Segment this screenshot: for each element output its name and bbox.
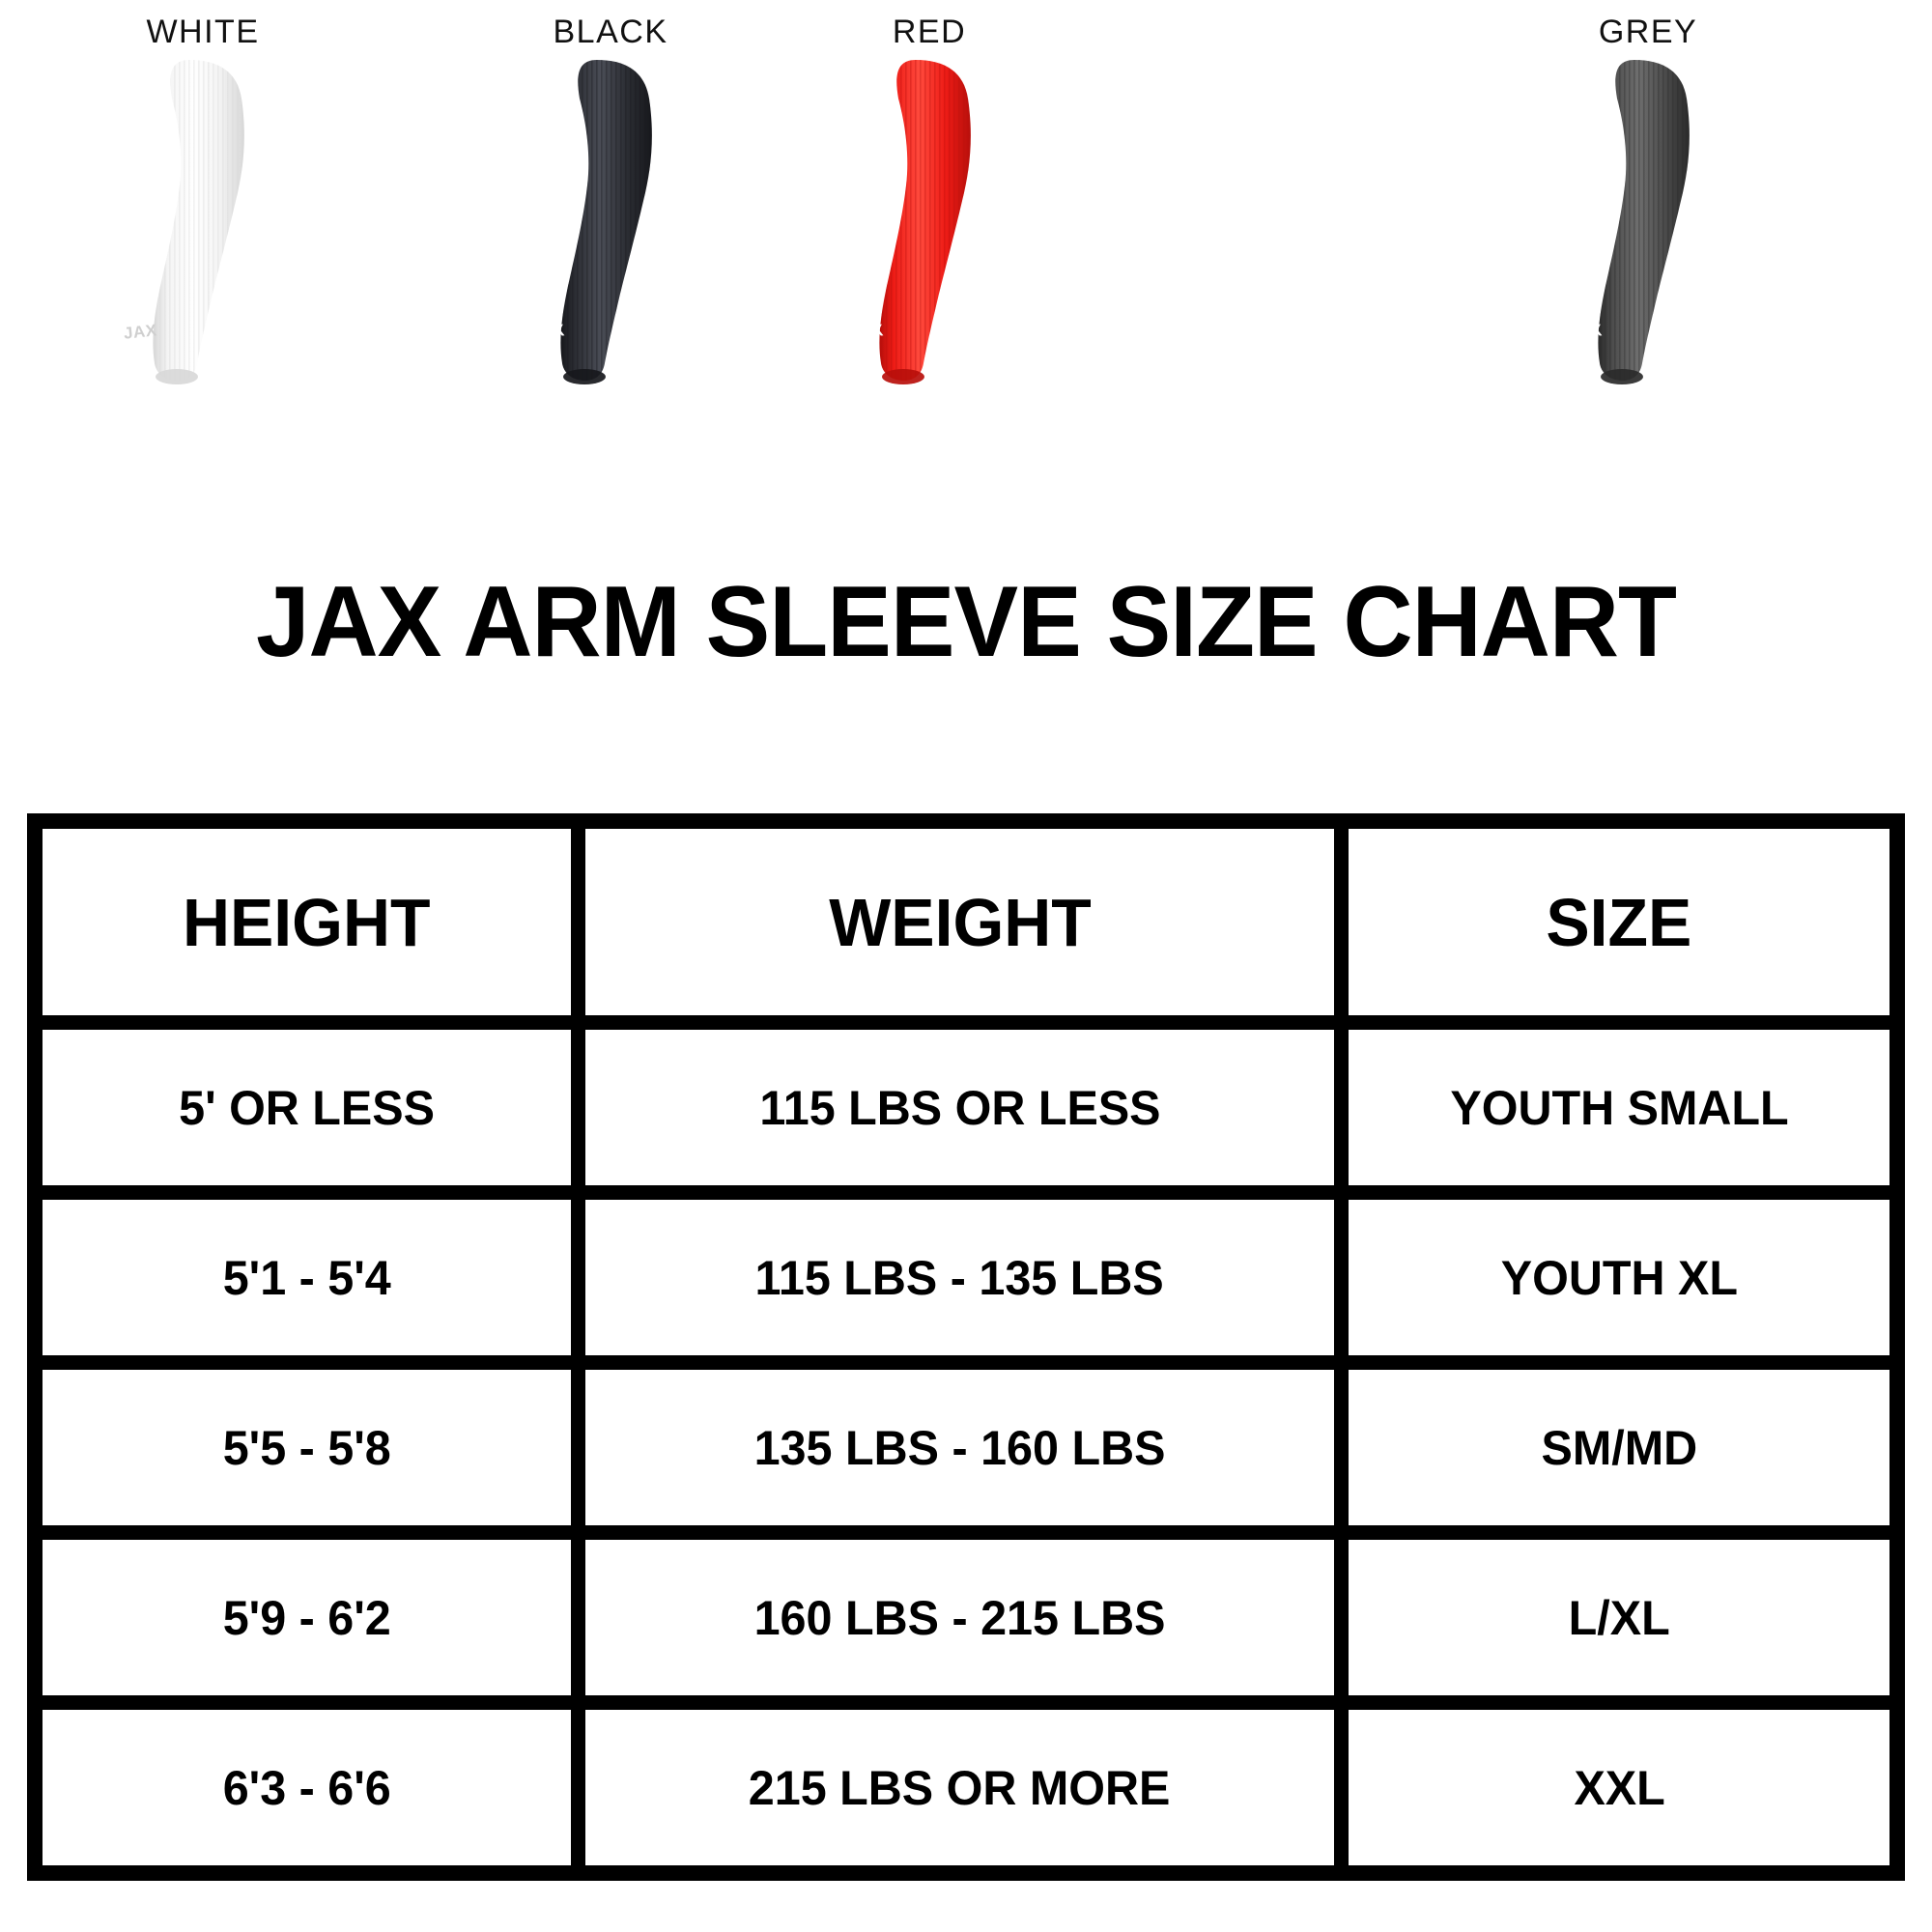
cell-height: 5' OR LESS	[43, 1030, 571, 1185]
cell-height: 6'3 - 6'6	[43, 1710, 571, 1865]
product-color-label: WHITE	[146, 14, 260, 50]
product-color-label: RED	[892, 14, 967, 50]
cell-weight: 135 LBS - 160 LBS	[584, 1370, 1335, 1525]
column-header-weight: WEIGHT	[584, 829, 1335, 1015]
cell-height-value: 6'3 - 6'6	[222, 1760, 391, 1815]
cell-height: 5'1 - 5'4	[43, 1200, 571, 1355]
cell-size: SM/MD	[1349, 1370, 1889, 1525]
cell-size-value: XXL	[1574, 1760, 1665, 1815]
cell-weight: 160 LBS - 215 LBS	[584, 1540, 1335, 1695]
cell-height-value: 5'9 - 6'2	[222, 1590, 391, 1645]
column-header-size-label: SIZE	[1546, 884, 1692, 960]
cell-weight-value: 160 LBS - 215 LBS	[753, 1590, 1166, 1645]
page-title: JAX ARM SLEEVE SIZE CHART	[255, 566, 1677, 678]
cell-height: 5'9 - 6'2	[43, 1540, 571, 1695]
table-header-row: HEIGHT WEIGHT SIZE	[43, 829, 1889, 1015]
arm-sleeve-image: JAX	[408, 56, 813, 491]
table-row: 5'5 - 5'8 135 LBS - 160 LBS SM/MD	[43, 1370, 1889, 1525]
cell-weight-value: 215 LBS OR MORE	[749, 1760, 1171, 1815]
table-row: 5' OR LESS 115 LBS OR LESS YOUTH SMALL	[43, 1030, 1889, 1185]
column-header-size: SIZE	[1349, 829, 1889, 1015]
column-header-weight-label: WEIGHT	[828, 884, 1092, 960]
cell-size: YOUTH SMALL	[1349, 1030, 1889, 1185]
cell-height-value: 5'1 - 5'4	[222, 1250, 391, 1305]
cell-size-value: SM/MD	[1541, 1420, 1698, 1475]
cell-size: L/XL	[1349, 1540, 1889, 1695]
cell-size: XXL	[1349, 1710, 1889, 1865]
product-swatch-black: BLACK JAX	[408, 0, 813, 502]
cell-weight-value: 135 LBS - 160 LBS	[753, 1420, 1166, 1475]
table-row: 6'3 - 6'6 215 LBS OR MORE XXL	[43, 1710, 1889, 1865]
cell-weight: 115 LBS OR LESS	[584, 1030, 1335, 1185]
arm-sleeve-image: JAX	[726, 56, 1132, 491]
cell-size-value: L/XL	[1568, 1590, 1670, 1645]
cell-weight-value: 115 LBS OR LESS	[758, 1080, 1161, 1135]
cell-size: YOUTH XL	[1349, 1200, 1889, 1355]
product-color-label: BLACK	[553, 14, 668, 50]
product-color-label: GREY	[1598, 14, 1698, 50]
product-swatch-red: RED JAX	[726, 0, 1132, 502]
cell-size-value: YOUTH SMALL	[1450, 1080, 1789, 1135]
cell-size-value: YOUTH XL	[1500, 1250, 1738, 1305]
table-row: 5'9 - 6'2 160 LBS - 215 LBS L/XL	[43, 1540, 1889, 1695]
arm-sleeve-image: JAX	[1445, 56, 1851, 491]
cell-weight: 115 LBS - 135 LBS	[584, 1200, 1335, 1355]
cell-height-value: 5' OR LESS	[178, 1080, 435, 1135]
cell-height-value: 5'5 - 5'8	[222, 1420, 391, 1475]
arm-sleeve-image: JAX	[0, 56, 406, 491]
column-header-height-label: HEIGHT	[183, 884, 431, 960]
table-row: 5'1 - 5'4 115 LBS - 135 LBS YOUTH XL	[43, 1200, 1889, 1355]
column-header-height: HEIGHT	[43, 829, 571, 1015]
product-swatch-grey: GREY JAX	[1445, 0, 1851, 502]
product-swatch-white: WHITE JAX	[0, 0, 406, 502]
cell-height: 5'5 - 5'8	[43, 1370, 571, 1525]
cell-weight: 215 LBS OR MORE	[584, 1710, 1335, 1865]
size-chart-table: HEIGHT WEIGHT SIZE 5' OR LESS 115 LBS OR…	[27, 813, 1905, 1881]
cell-weight-value: 115 LBS - 135 LBS	[754, 1250, 1165, 1305]
product-color-strip: WHITE JAX BLACK JAX RED JAX GREY JAX	[0, 0, 1932, 502]
